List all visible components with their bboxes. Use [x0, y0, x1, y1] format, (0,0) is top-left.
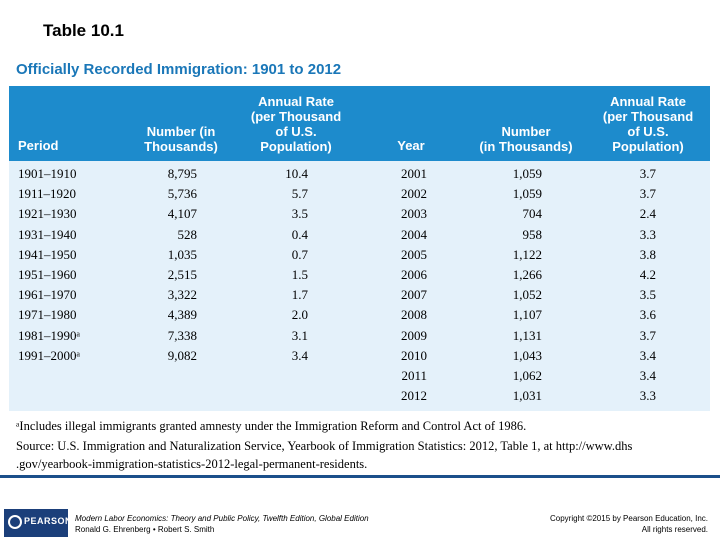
cell-number: 5,736 [167, 186, 197, 202]
cell-number-2: 1,059 [512, 166, 542, 181]
header-year: Year [397, 138, 425, 153]
cell-number: 3,322 [167, 287, 197, 303]
table-source-line-1: Source: U.S. Immigration and Naturalizat… [16, 439, 633, 453]
cell-annual-rate: 10.4 [285, 166, 308, 181]
cell-period: 1971–1980 [18, 307, 77, 323]
cell-year: 2006 [401, 267, 427, 282]
cell-number-2: 1,131 [512, 327, 542, 343]
cell-period: 1941–1950 [18, 246, 77, 262]
cell-annual-rate-2: 3.3 [639, 388, 656, 404]
cell-annual-rate: 3.1 [291, 327, 308, 343]
cell-annual-rate: 0.7 [291, 246, 308, 262]
cell-period: 1911–1920 [18, 186, 77, 202]
cell-annual-rate-2: 3.6 [639, 307, 656, 323]
cell-annual-rate: 2.0 [291, 307, 308, 323]
cell-period [18, 366, 108, 386]
cell-period [18, 386, 108, 406]
cell-number-2: 1,266 [512, 267, 542, 282]
footer-rights: All rights reserved. [641, 525, 708, 534]
cell-annual-rate-2: 3.3 [639, 226, 656, 242]
cell-year: 2002 [401, 186, 427, 202]
cell-period: 1901–1910 [18, 166, 77, 181]
cell-number: 4,389 [167, 307, 197, 323]
cell-annual-rate: 5.7 [291, 186, 308, 202]
header-period: Period [18, 138, 59, 153]
cell-annual-rate: 0.4 [291, 226, 308, 242]
cell-annual-rate-2: 3.5 [639, 287, 656, 303]
cell-number: 9,082 [167, 347, 197, 363]
footer-copyright: Copyright ©2015 by Pearson Education, In… [550, 514, 708, 523]
header-annual-rate: Annual Rate (per Thousand of U.S. Popula… [250, 94, 342, 154]
cell-year: 2003 [401, 206, 427, 222]
header-number: Number (in Thousands) [144, 124, 218, 154]
cell-year: 2009 [401, 327, 427, 343]
cell-annual-rate-2: 3.4 [639, 368, 656, 383]
slide-title: Table 10.1 [43, 21, 124, 40]
cell-annual-rate [262, 386, 308, 406]
cell-number: 2,515 [167, 267, 197, 282]
cell-annual-rate: 3.5 [291, 206, 308, 222]
cell-number: 528 [177, 226, 198, 242]
cell-year: 2001 [401, 166, 427, 181]
table-header-band [9, 86, 710, 161]
footer-authors: Ronald G. Ehrenberg • Robert S. Smith [75, 525, 215, 534]
cell-number-2: 1,043 [512, 347, 542, 363]
cell-annual-rate-2: 3.7 [639, 166, 656, 181]
cell-period: 1991–2000ᵃ [18, 347, 81, 363]
cell-number-2: 704 [522, 206, 543, 222]
cell-number: 1,035 [167, 246, 197, 262]
cell-year: 2010 [401, 347, 427, 363]
cell-number: 8,795 [167, 166, 197, 181]
pearson-logo: PEARSON [4, 509, 72, 537]
table-caption: Officially Recorded Immigration: 1901 to… [16, 61, 342, 78]
cell-annual-rate [262, 366, 308, 386]
cell-annual-rate: 1.7 [291, 287, 308, 303]
cell-period: 1981–1990ᵃ [18, 327, 81, 343]
footer-rule [0, 475, 720, 478]
header-annual-rate-2: Annual Rate (per Thousand of U.S. Popula… [602, 94, 694, 154]
cell-period: 1951–1960 [18, 267, 77, 282]
cell-year: 2011 [401, 368, 427, 383]
cell-period: 1931–1940 [18, 226, 77, 242]
cell-period: 1961–1970 [18, 287, 77, 303]
cell-number-2: 1,122 [512, 246, 542, 262]
cell-annual-rate: 3.4 [291, 347, 308, 363]
cell-period: 1921–1930 [18, 206, 77, 222]
table-source-line-2: .gov/yearbook-immigration-statistics-201… [16, 457, 368, 471]
cell-number-2: 958 [522, 226, 543, 242]
footer-book-title: Modern Labor Economics: Theory and Publi… [75, 514, 369, 523]
cell-year: 2008 [401, 307, 427, 323]
header-number-2: Number (in Thousands) [479, 124, 573, 154]
table-footnote: ᵃIncludes illegal immigrants granted amn… [16, 419, 527, 433]
pearson-logo-icon [8, 515, 22, 529]
cell-annual-rate-2: 3.7 [639, 327, 656, 343]
cell-number-2: 1,062 [512, 368, 542, 383]
cell-year: 2005 [401, 246, 427, 262]
cell-number-2: 1,059 [512, 186, 542, 202]
cell-annual-rate-2: 3.7 [639, 186, 656, 202]
cell-annual-rate-2: 4.2 [639, 267, 656, 282]
cell-number-2: 1,052 [512, 287, 542, 303]
cell-year: 2004 [401, 226, 427, 242]
pearson-logo-text: PEARSON [24, 516, 73, 526]
cell-number: 4,107 [167, 206, 197, 222]
cell-annual-rate: 1.5 [291, 267, 308, 282]
cell-annual-rate-2: 3.8 [639, 246, 656, 262]
cell-number [115, 386, 197, 406]
cell-annual-rate-2: 2.4 [639, 206, 656, 222]
cell-number: 7,338 [167, 327, 197, 343]
cell-number [115, 366, 197, 386]
cell-year: 2007 [401, 287, 427, 303]
cell-year: 2012 [401, 388, 427, 404]
cell-number-2: 1,107 [512, 307, 542, 323]
cell-number-2: 1,031 [512, 388, 542, 404]
cell-annual-rate-2: 3.4 [639, 347, 656, 363]
